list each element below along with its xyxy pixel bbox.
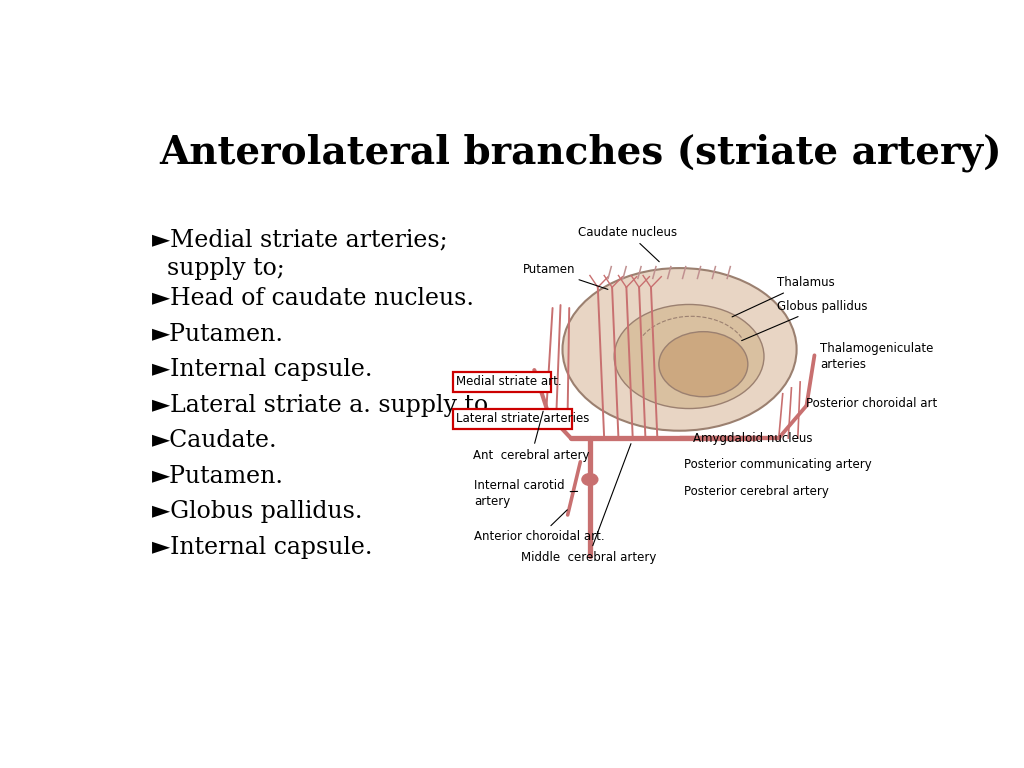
- Ellipse shape: [614, 304, 764, 409]
- Text: Anterior choroidal art.: Anterior choroidal art.: [474, 510, 604, 544]
- Text: Medial striate art.: Medial striate art.: [456, 376, 561, 389]
- Text: ►Head of caudate nucleus.: ►Head of caudate nucleus.: [152, 287, 474, 310]
- Text: ►Putamen.: ►Putamen.: [152, 465, 284, 488]
- Text: Posterior communicating artery: Posterior communicating artery: [684, 458, 871, 472]
- Text: ►Medial striate arteries;
  supply to;: ►Medial striate arteries; supply to;: [152, 228, 447, 280]
- Ellipse shape: [562, 268, 797, 431]
- Text: Lateral striate arteries: Lateral striate arteries: [456, 412, 589, 425]
- Text: Thalamogeniculate
arteries: Thalamogeniculate arteries: [820, 342, 934, 371]
- Text: ►Caudate.: ►Caudate.: [152, 429, 278, 452]
- Text: Middle  cerebral artery: Middle cerebral artery: [520, 444, 656, 564]
- Circle shape: [582, 474, 598, 485]
- Text: ►Globus pallidus.: ►Globus pallidus.: [152, 500, 362, 523]
- Text: Ant  cerebral artery: Ant cerebral artery: [473, 411, 590, 462]
- Text: Thalamus: Thalamus: [732, 276, 835, 317]
- Text: ►Internal capsule.: ►Internal capsule.: [152, 358, 373, 381]
- Text: Caudate nucleus: Caudate nucleus: [579, 226, 678, 262]
- Text: ►Internal capsule.: ►Internal capsule.: [152, 536, 373, 558]
- Text: ►Putamen.: ►Putamen.: [152, 323, 284, 346]
- Text: Internal carotid
artery: Internal carotid artery: [474, 478, 578, 508]
- Text: ►Lateral striate a. supply to: ►Lateral striate a. supply to: [152, 394, 487, 417]
- Ellipse shape: [658, 332, 748, 397]
- Text: Putamen: Putamen: [522, 263, 608, 290]
- Text: Posterior cerebral artery: Posterior cerebral artery: [684, 485, 828, 498]
- FancyBboxPatch shape: [453, 409, 571, 429]
- Text: Amygdaloid nucleus: Amygdaloid nucleus: [693, 432, 812, 445]
- Text: Anterolateral branches (striate artery): Anterolateral branches (striate artery): [160, 134, 1002, 172]
- Text: Globus pallidus: Globus pallidus: [741, 300, 867, 341]
- FancyBboxPatch shape: [453, 372, 551, 392]
- Text: Posterior choroidal art: Posterior choroidal art: [806, 397, 937, 409]
